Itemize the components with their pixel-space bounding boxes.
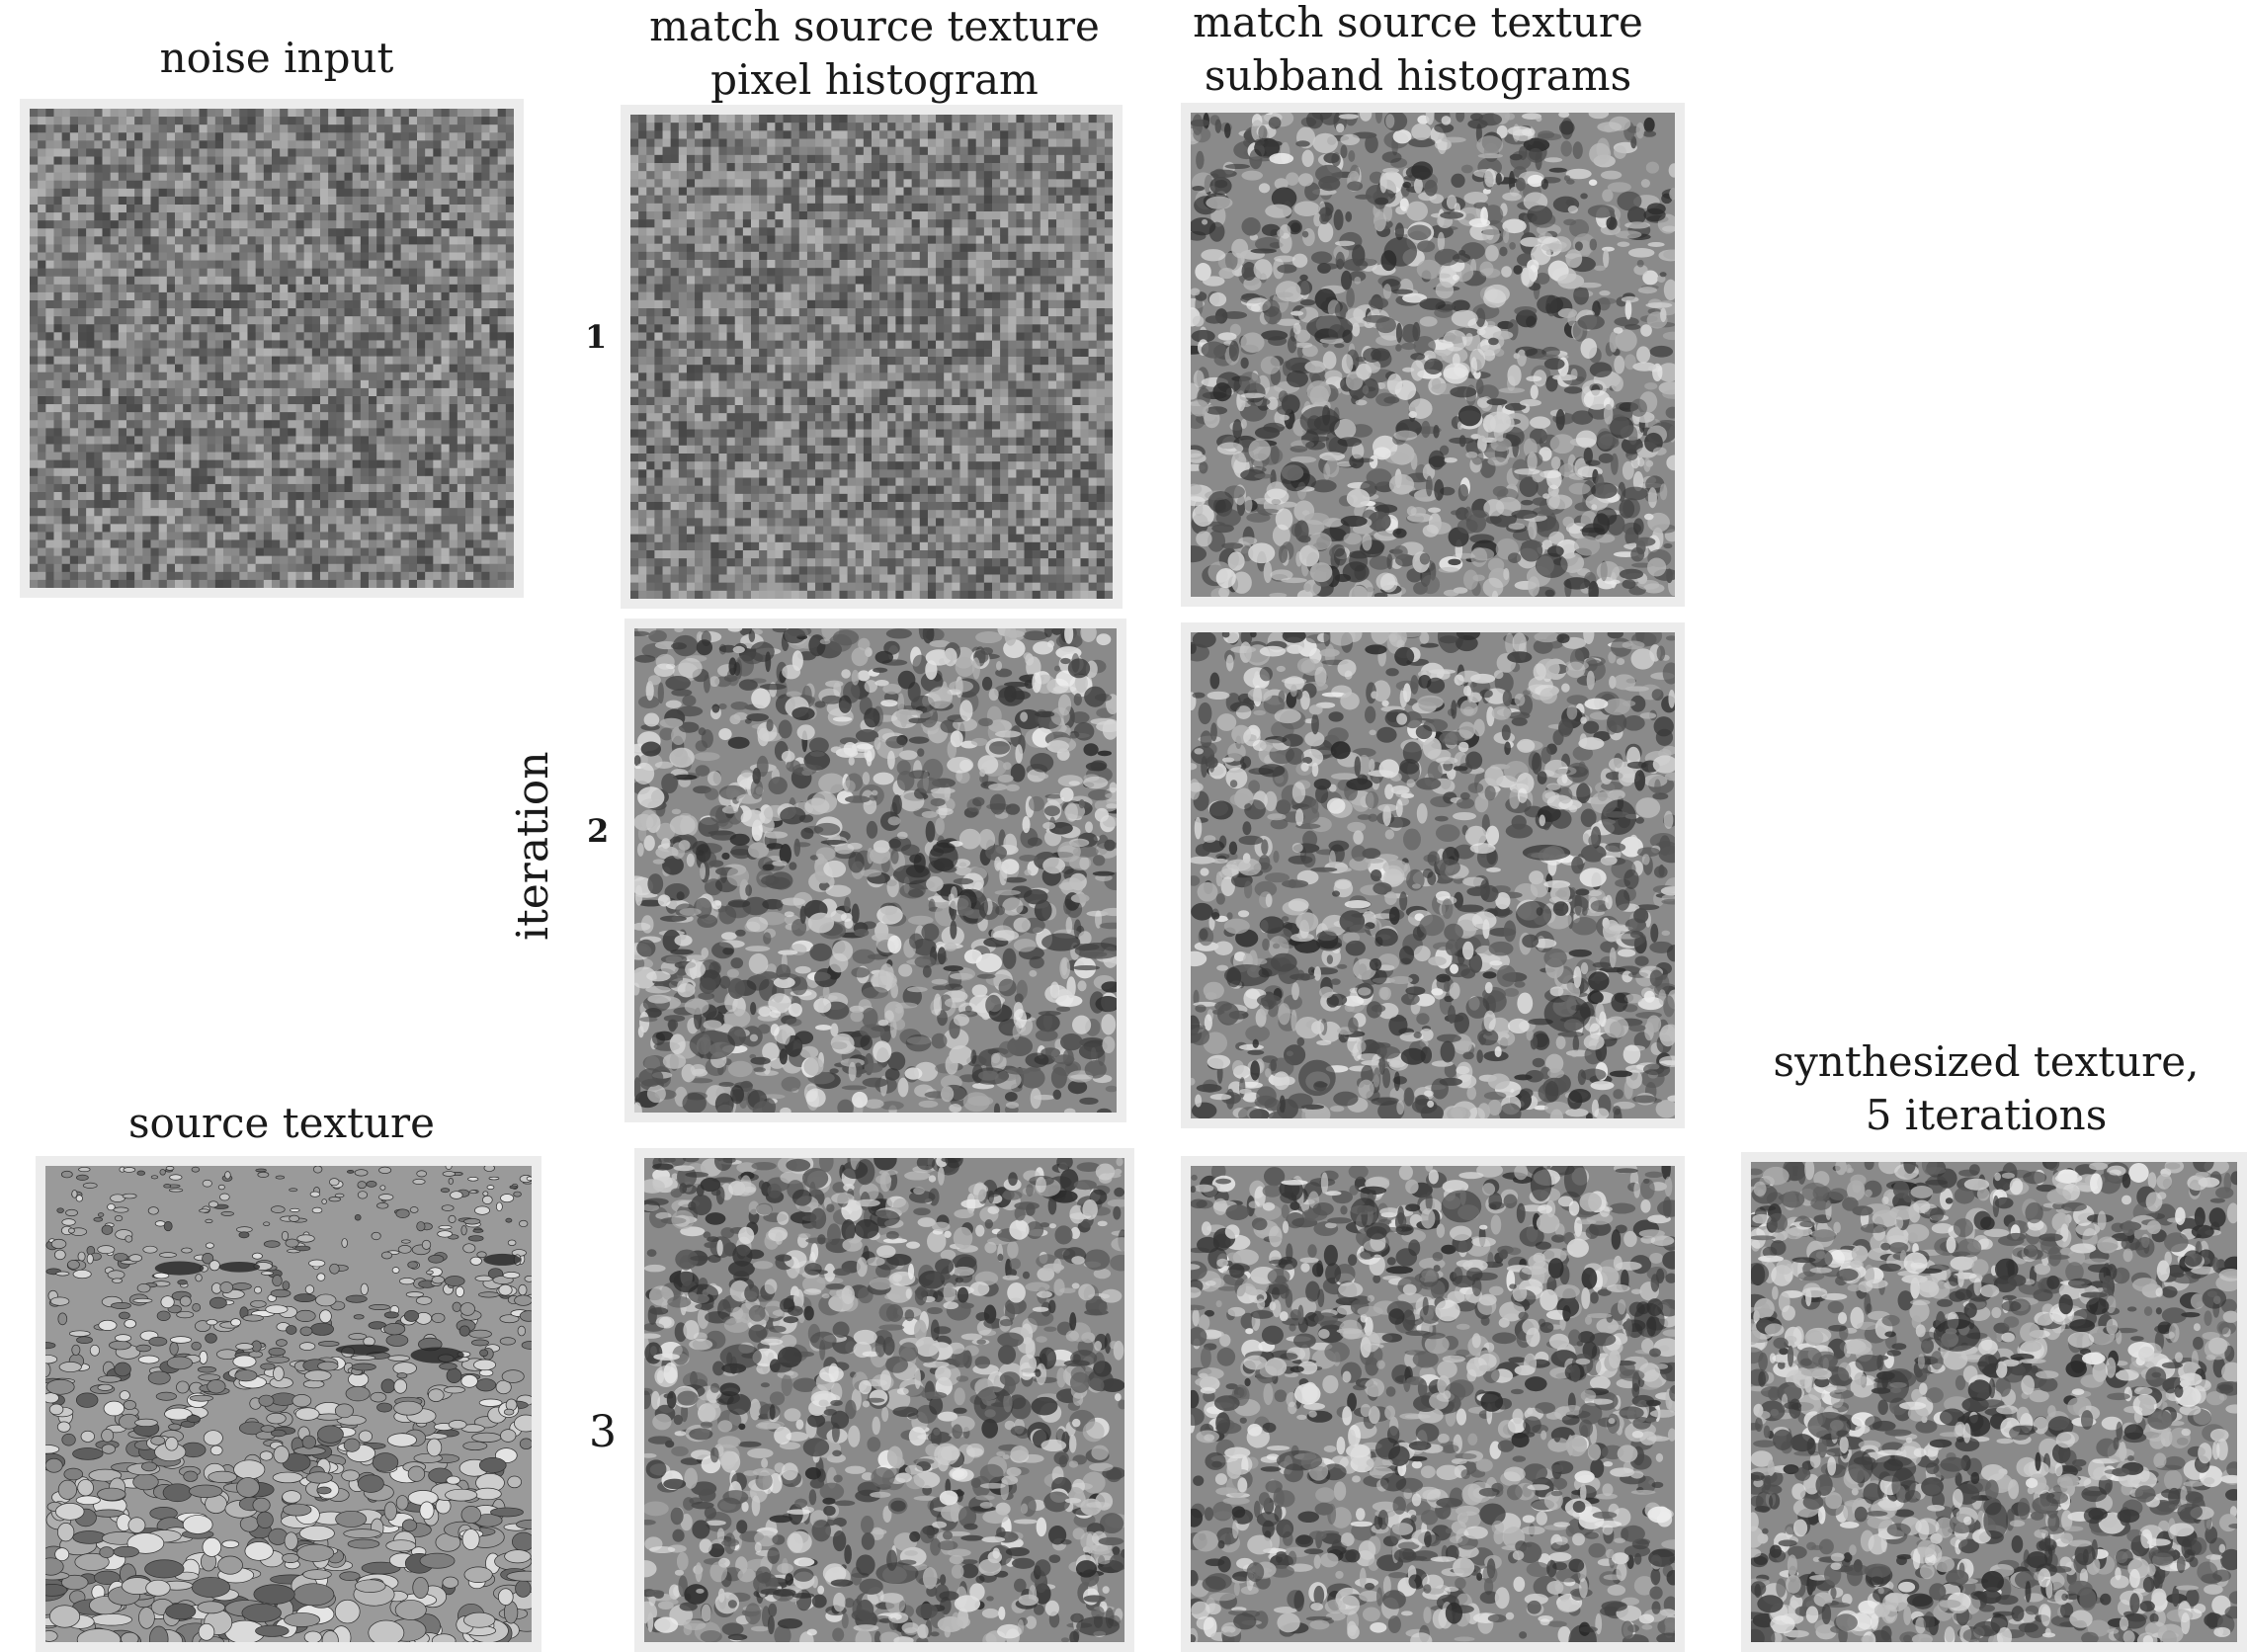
iteration-axis-label: iteration: [507, 802, 560, 941]
source-texture-title: source texture: [59, 1097, 504, 1150]
pixel-hist-iter-1-image: [621, 105, 1123, 609]
noise-input-title: noise input: [59, 32, 494, 85]
iteration-2-label: 2: [587, 812, 609, 850]
iteration-3-label: 3: [589, 1407, 617, 1457]
subband-histogram-title: match source texture subband histograms: [1136, 0, 1700, 103]
subband-hist-iter-3-image: [1181, 1156, 1685, 1652]
subband-hist-iter-1-image: [1181, 103, 1685, 607]
synthesized-texture-image: [1741, 1152, 2247, 1652]
pixel-hist-iter-3-image: [634, 1148, 1134, 1652]
iteration-1-label: 1: [585, 318, 607, 356]
subband-hist-iter-2-image: [1181, 622, 1685, 1128]
source-texture-image: [36, 1156, 541, 1652]
pixel-hist-iter-2-image: [624, 619, 1126, 1122]
noise-input-image: [20, 99, 524, 598]
synthesized-texture-title: synthesized texture, 5 iterations: [1719, 1035, 2247, 1142]
pixel-histogram-title: match source texture pixel histogram: [593, 0, 1156, 107]
